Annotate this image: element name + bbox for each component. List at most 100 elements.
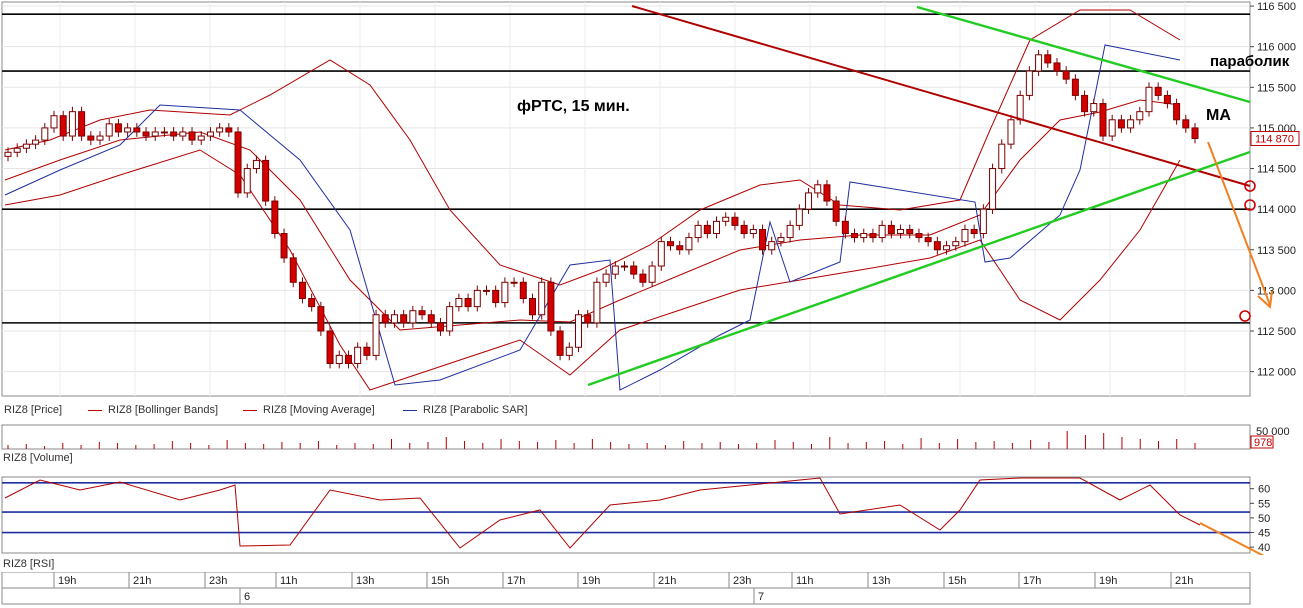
candle-bullish xyxy=(1035,54,1043,72)
legend-moving-average: RIZ8 [Moving Average] xyxy=(243,404,375,416)
price-tick-label: 114 000 xyxy=(1257,204,1296,216)
price-tick-label: 116 000 xyxy=(1257,42,1296,54)
candle-bearish xyxy=(59,115,67,137)
hour-tick-label: 17h xyxy=(507,575,525,587)
rsi-line xyxy=(4,477,1201,549)
red-trendline xyxy=(631,5,1251,187)
candle-bullish xyxy=(878,224,886,239)
candle-bullish xyxy=(179,131,187,137)
candle-bullish xyxy=(602,273,610,283)
candle-bearish xyxy=(142,131,150,137)
candle-bullish xyxy=(979,208,987,235)
candle-bearish xyxy=(528,298,536,316)
candle-bullish xyxy=(151,131,159,137)
candle-bearish xyxy=(630,265,638,275)
candle-bullish xyxy=(768,241,776,251)
price-legend: RIZ8 [Price] RIZ8 [Bollinger Bands] RIZ8… xyxy=(0,401,1250,419)
hour-tick-label: 19h xyxy=(582,575,600,587)
candle-bullish xyxy=(4,151,12,157)
candle-bearish xyxy=(970,228,978,235)
day-tick-label: 7 xyxy=(758,591,764,603)
candle-bullish xyxy=(354,346,362,365)
rsi-label: RIZ8 [RSI] xyxy=(3,558,55,570)
target-circle xyxy=(1244,199,1256,211)
candle-bearish xyxy=(114,123,122,133)
parabolic-annotation: параболик xyxy=(1210,53,1290,70)
candle-bullish xyxy=(96,135,104,141)
candle-bearish xyxy=(188,131,196,141)
candle-bearish xyxy=(1081,94,1089,113)
candle-bullish xyxy=(648,265,656,283)
candle-bullish xyxy=(13,147,21,153)
candle-bearish xyxy=(464,298,472,308)
candle-bearish xyxy=(667,241,675,247)
moving-average-line xyxy=(4,99,1181,331)
candle-bullish xyxy=(510,281,518,284)
candle-bearish xyxy=(924,237,932,243)
parabolic-sar-line xyxy=(4,44,1181,391)
candle-bullish xyxy=(455,298,463,308)
candle-bearish xyxy=(1154,86,1162,96)
candle-bullish xyxy=(611,265,619,275)
price-panel: 116 500 116 000 115 500 115 000 114 500 114 0… xyxy=(1,1,1300,397)
candle-bullish xyxy=(538,281,546,316)
candle-bearish xyxy=(418,310,426,316)
candle-bearish xyxy=(436,322,444,332)
candle-bearish xyxy=(639,273,647,283)
candle-bullish xyxy=(252,159,260,170)
candle-bearish xyxy=(225,127,233,133)
hour-tick-label: 21h xyxy=(1175,575,1193,587)
candle-bullish xyxy=(216,127,224,133)
hour-tick-label: 19h xyxy=(1099,575,1117,587)
candle-bullish xyxy=(749,228,757,235)
candle-bullish xyxy=(124,127,132,133)
candle-bullish xyxy=(32,139,40,145)
candle-bearish xyxy=(584,314,592,324)
candle-bullish xyxy=(409,310,417,324)
candle-bearish xyxy=(1099,103,1107,137)
candle-bearish xyxy=(363,346,371,356)
candle-bearish xyxy=(731,216,739,226)
hour-tick-label: 11h xyxy=(280,575,298,587)
candle-bullish xyxy=(50,115,58,129)
projection-arrow xyxy=(1207,141,1271,306)
candle-bullish xyxy=(860,233,868,239)
rsi-tick-label: 45 xyxy=(1258,528,1270,540)
candle-bearish xyxy=(759,228,767,251)
candle-bullish xyxy=(105,123,113,137)
hour-tick-label: 21h xyxy=(658,575,676,587)
candle-bearish xyxy=(1191,127,1199,139)
candle-bearish xyxy=(841,220,849,235)
rsi-tick-label: 40 xyxy=(1258,542,1270,554)
volume-plot-area xyxy=(1,424,1251,450)
candle-bullish xyxy=(786,224,794,239)
candle-bearish xyxy=(832,200,840,222)
candle-bullish xyxy=(1127,119,1135,129)
hour-tick-label: 15h xyxy=(948,575,966,587)
rsi-projection-arrow xyxy=(1199,522,1265,555)
bollinger-lower-line xyxy=(4,149,1181,391)
candle-bullish xyxy=(989,168,997,210)
candle-bearish xyxy=(344,354,352,365)
hour-tick-label: 13h xyxy=(356,575,374,587)
candle-bearish xyxy=(271,200,279,235)
candle-bullish xyxy=(722,216,730,222)
candle-bearish xyxy=(326,330,334,365)
target-circle xyxy=(1239,310,1251,322)
candle-bearish xyxy=(887,224,895,235)
projection-arrow-head xyxy=(1257,290,1273,310)
candle-bearish xyxy=(317,306,325,332)
candle-bullish xyxy=(501,281,509,304)
candle-bullish xyxy=(243,168,251,194)
hour-tick-label: 17h xyxy=(1023,575,1041,587)
target-circle xyxy=(1244,180,1256,192)
candle-bullish xyxy=(1108,119,1116,137)
candle-bearish xyxy=(915,233,923,239)
bollinger-upper-line xyxy=(4,9,1181,286)
candle-bullish xyxy=(160,131,168,134)
candle-bearish xyxy=(170,131,178,137)
candle-bearish xyxy=(933,241,941,251)
candle-bearish xyxy=(78,111,86,137)
candle-bearish xyxy=(823,184,831,202)
day-tick-label: 6 xyxy=(244,591,250,603)
